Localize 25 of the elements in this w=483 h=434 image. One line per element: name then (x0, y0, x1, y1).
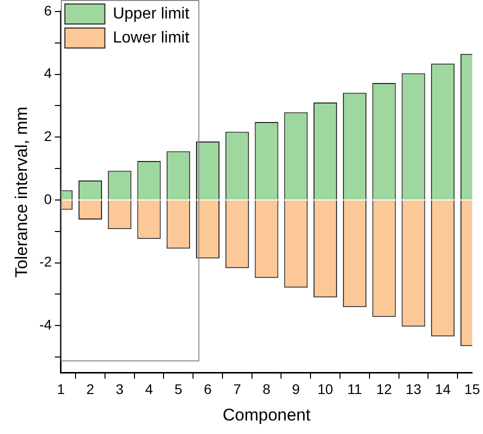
x-tick-label: 2 (86, 381, 94, 398)
y-tick-label: 4 (44, 65, 52, 82)
x-tick-label: 1 (56, 381, 65, 398)
x-tick-label: 10 (318, 381, 334, 398)
x-tick-label: 9 (292, 381, 300, 398)
legend-label: Upper limit (112, 5, 190, 22)
x-tick-label: 7 (233, 381, 242, 398)
legend-label: Lower limit (112, 29, 190, 46)
x-tick-label: 11 (347, 381, 362, 398)
x-tick-label: 13 (406, 381, 422, 398)
x-tick-label: 15 (464, 381, 480, 398)
x-tick-label: 4 (145, 381, 154, 398)
y-tick-label: -2 (39, 254, 52, 270)
x-axis-title: Component (222, 405, 311, 424)
x-tick-label: 14 (435, 381, 451, 398)
x-tick-label: 3 (116, 381, 124, 398)
y-axis-title: Tolerance interval, mm (12, 106, 31, 278)
y-tick-label: -4 (39, 316, 52, 333)
y-tick-label: 2 (44, 128, 52, 144)
y-tick-label: 0 (44, 190, 52, 207)
x-tick-label: 6 (204, 381, 212, 398)
y-tick-label: 6 (44, 2, 52, 18)
x-tick-label: 8 (262, 381, 271, 398)
x-tick-label: 12 (376, 381, 392, 398)
x-tick-label: 5 (174, 381, 182, 398)
